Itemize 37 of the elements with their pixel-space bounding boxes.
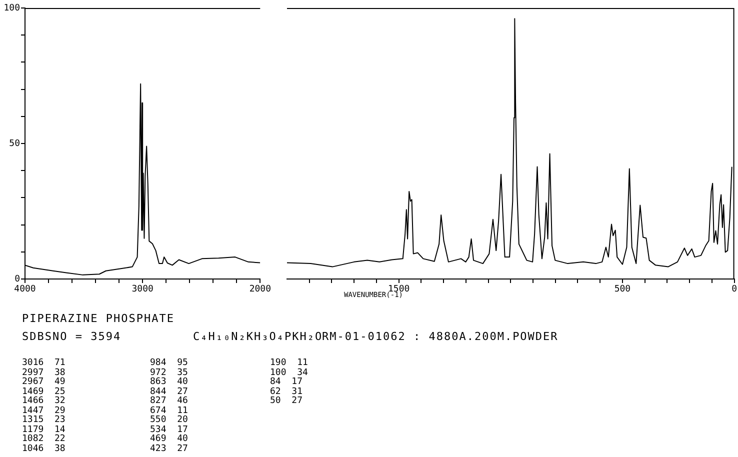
text: 674 11: [150, 406, 188, 416]
text: 1179 14: [22, 424, 66, 434]
x-tick-label: 3000: [132, 284, 154, 295]
text: PIPERAZINE PHOSPHATE: [22, 312, 174, 325]
x-tick-label: 500: [614, 284, 631, 295]
text: 1315 23: [22, 415, 66, 425]
text: 190 11: [270, 358, 308, 368]
text: 469 40: [150, 434, 188, 444]
text: 1447 29: [22, 406, 66, 416]
text: C₄H₁₀N₂KH₃O₄PKH₂O: [193, 330, 323, 343]
text: 100 34: [270, 368, 308, 378]
text: 423 27: [150, 444, 188, 454]
text: 84 17: [270, 377, 303, 387]
text: 1046 38: [22, 444, 66, 454]
text: 827 46: [150, 396, 188, 406]
text: 50 27: [270, 396, 303, 406]
text: 1469 25: [22, 386, 66, 396]
text: 3016 71: [22, 358, 66, 368]
text: RM-01-01062 : 4880A.200M.POWDER: [322, 330, 558, 343]
text: 844 27: [150, 386, 188, 396]
text: 550 20: [150, 415, 188, 425]
x-tick-label: 0: [732, 284, 737, 295]
text: 972 35: [150, 368, 188, 378]
text: 1466 32: [22, 396, 66, 406]
y-tick-label: 50: [9, 138, 20, 149]
text: 863 40: [150, 377, 188, 387]
text: 2997 38: [22, 368, 66, 378]
x-tick-label: 4000: [14, 284, 36, 295]
text: 62 31: [270, 386, 303, 396]
y-tick-label: 100: [4, 3, 20, 14]
x-tick-label: 2000: [249, 284, 272, 295]
text: 2967 49: [22, 377, 66, 387]
y-tick-label: 0: [14, 274, 20, 284]
text: 1082 22: [22, 434, 66, 444]
text: 534 17: [150, 424, 188, 434]
text: 984 95: [150, 358, 188, 368]
text: SDBSNO = 3594: [22, 330, 122, 343]
